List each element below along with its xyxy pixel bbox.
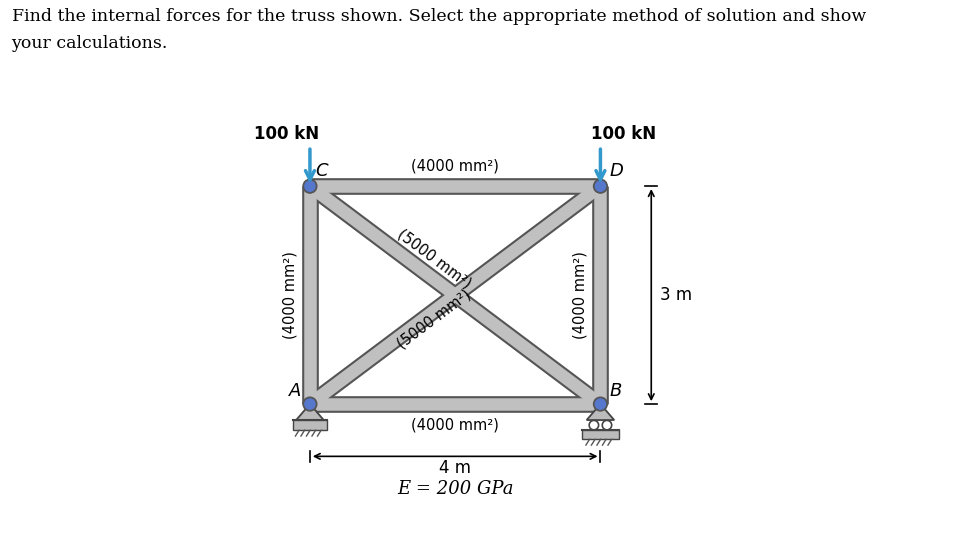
Text: 4 m: 4 m xyxy=(440,459,471,477)
Polygon shape xyxy=(297,404,324,420)
Text: E = 200 GPa: E = 200 GPa xyxy=(397,480,514,497)
Circle shape xyxy=(595,181,606,191)
Text: B: B xyxy=(610,382,621,401)
Text: 100 kN: 100 kN xyxy=(591,125,656,143)
Circle shape xyxy=(602,421,611,430)
Circle shape xyxy=(305,181,315,191)
Polygon shape xyxy=(586,404,614,420)
Text: A: A xyxy=(289,382,301,401)
Text: C: C xyxy=(315,163,327,180)
Text: 100 kN: 100 kN xyxy=(254,125,320,143)
Text: D: D xyxy=(610,163,623,180)
Circle shape xyxy=(305,399,315,409)
Circle shape xyxy=(593,397,608,411)
Text: Find the internal forces for the truss shown. Select the appropriate method of s: Find the internal forces for the truss s… xyxy=(12,8,866,25)
Text: (4000 mm²): (4000 mm²) xyxy=(412,158,499,173)
Circle shape xyxy=(595,399,606,409)
Circle shape xyxy=(303,179,317,193)
Polygon shape xyxy=(293,420,327,430)
Text: 3 m: 3 m xyxy=(660,286,692,304)
Circle shape xyxy=(303,397,317,411)
Circle shape xyxy=(589,421,599,430)
Text: (5000 mm²): (5000 mm²) xyxy=(395,226,474,291)
Text: (4000 mm²): (4000 mm²) xyxy=(412,417,499,432)
Text: (4000 mm²): (4000 mm²) xyxy=(282,251,298,339)
Circle shape xyxy=(593,179,608,193)
Text: (5000 mm²): (5000 mm²) xyxy=(395,287,474,352)
Polygon shape xyxy=(582,430,619,440)
Text: your calculations.: your calculations. xyxy=(12,35,168,52)
Text: (4000 mm²): (4000 mm²) xyxy=(573,251,587,339)
